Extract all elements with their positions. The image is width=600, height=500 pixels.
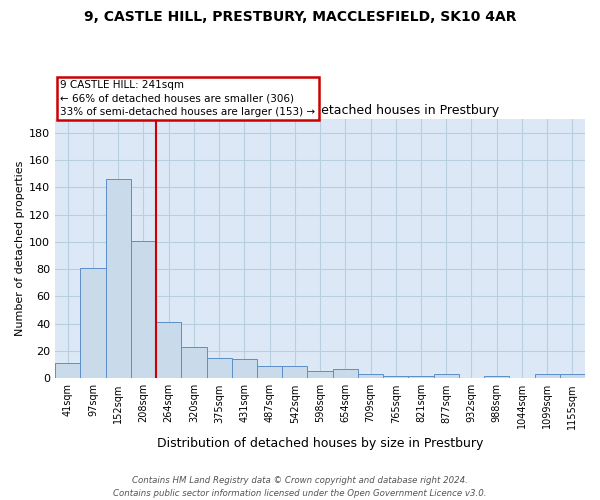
Bar	[409, 376, 434, 378]
Bar	[181, 347, 206, 378]
Title: Size of property relative to detached houses in Prestbury: Size of property relative to detached ho…	[142, 104, 499, 117]
Bar	[307, 372, 332, 378]
Bar	[257, 366, 282, 378]
Bar	[434, 374, 459, 378]
Bar	[55, 364, 80, 378]
Text: 9, CASTLE HILL, PRESTBURY, MACCLESFIELD, SK10 4AR: 9, CASTLE HILL, PRESTBURY, MACCLESFIELD,…	[84, 10, 516, 24]
Bar	[282, 366, 307, 378]
Bar	[232, 359, 257, 378]
Bar	[560, 374, 585, 378]
Bar	[332, 369, 358, 378]
Bar	[358, 374, 383, 378]
Bar	[131, 240, 156, 378]
Bar	[535, 374, 560, 378]
Text: 9 CASTLE HILL: 241sqm
← 66% of detached houses are smaller (306)
33% of semi-det: 9 CASTLE HILL: 241sqm ← 66% of detached …	[61, 80, 316, 116]
Text: Contains HM Land Registry data © Crown copyright and database right 2024.
Contai: Contains HM Land Registry data © Crown c…	[113, 476, 487, 498]
Bar	[383, 376, 409, 378]
Y-axis label: Number of detached properties: Number of detached properties	[15, 161, 25, 336]
Bar	[156, 322, 181, 378]
Bar	[106, 179, 131, 378]
Bar	[206, 358, 232, 378]
Bar	[484, 376, 509, 378]
X-axis label: Distribution of detached houses by size in Prestbury: Distribution of detached houses by size …	[157, 437, 483, 450]
Bar	[80, 268, 106, 378]
